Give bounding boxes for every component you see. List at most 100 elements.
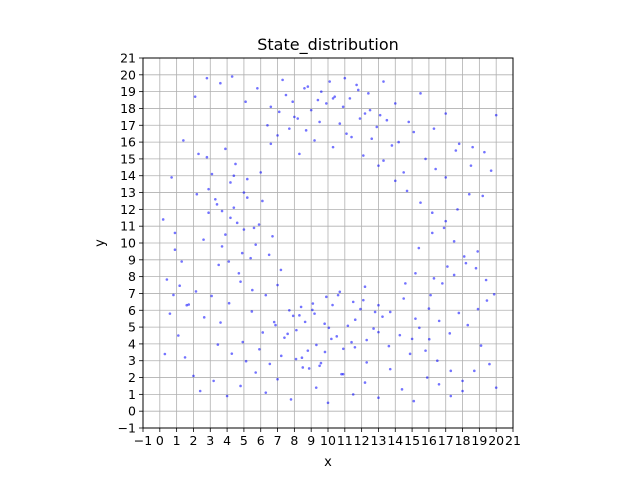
scatter-point [288,308,291,312]
scatter-point [464,261,468,265]
scatter-point [227,301,231,305]
scatter-point [414,271,417,275]
scatter-point [274,323,277,327]
scatter-point [436,359,439,363]
scatter-point [326,401,330,405]
scatter-point [219,321,222,324]
y-tick-label: 16 [120,135,136,150]
scatter-point [424,157,427,161]
scatter-point [276,283,279,287]
scatter-point [362,154,365,157]
scatter-point [227,260,231,263]
scatter-point [256,86,259,90]
x-tick-label: 4 [223,433,231,448]
scatter-point [319,361,323,365]
scatter-point [182,139,185,142]
scatter-point [437,382,441,386]
scatter-point [402,171,405,174]
scatter-point [244,359,248,363]
scatter-point [412,130,416,134]
scatter-point [370,137,374,141]
scatter-point [430,211,434,215]
scatter-point [232,206,236,209]
scatter-point [245,177,249,181]
scatter-point [350,135,353,139]
scatter-point [484,278,488,282]
y-tick-label: 9 [128,252,136,267]
scatter-point [365,361,368,364]
scatter-point [254,243,257,246]
scatter-point [494,113,498,117]
scatter-point [469,164,473,167]
scatter-point [489,169,493,172]
scatter-point [427,307,431,310]
scatter-point [215,203,219,206]
x-tick-label: −1 [134,433,152,448]
scatter-point [229,216,232,220]
scatter-point [252,226,256,230]
scatter-point [178,284,181,288]
scatter-point [291,100,294,104]
y-tick-label: 10 [120,236,136,251]
scatter-point [271,234,274,238]
scatter-point [298,314,301,317]
x-tick-label: 14 [387,433,403,448]
scatter-points [161,75,498,405]
x-tick-label: 12 [354,433,370,448]
scatter-point [346,324,350,328]
y-tick-label: 20 [120,67,136,82]
scatter-point [232,174,236,178]
scatter-point [257,223,261,226]
scatter-point [219,81,222,85]
scatter-point [448,332,452,335]
scatter-point [276,377,279,381]
y-tick-label: 14 [120,168,136,183]
scatter-point [356,88,360,92]
scatter-point [330,337,333,341]
scatter-point [336,293,340,297]
scatter-point [194,290,198,293]
scatter-point [311,308,314,312]
scatter-point [195,192,199,196]
scatter-point [210,172,214,176]
scatter-point [456,208,459,211]
scatter-point [400,388,404,391]
scatter-point [388,310,392,314]
x-tick-label: 17 [438,433,454,448]
scatter-point [298,152,301,156]
scatter-point [234,162,237,166]
scatter-point [442,226,446,230]
y-tick-label: 3 [128,353,136,368]
scatter-point [251,288,254,292]
scatter-point [250,310,254,313]
y-tick-label: 19 [120,84,136,99]
scatter-point [457,142,461,146]
scatter-point [466,323,470,327]
scatter-point [385,118,389,122]
y-tick-label: 0 [128,404,136,419]
x-tick-label: 9 [307,433,315,448]
scatter-point [393,102,397,105]
scatter-point [304,129,308,132]
scatter-point [230,75,234,78]
scatter-point [225,394,229,398]
scatter-point [494,386,498,389]
scatter-point [432,277,436,280]
scatter-point [367,92,370,95]
scatter-point [230,352,234,355]
x-tick-label: 21 [505,433,521,448]
scatter-point [419,92,422,95]
scatter-point [429,293,432,297]
scatter-point [377,164,380,167]
scatter-point [358,117,362,120]
scatter-point [283,336,286,339]
scatter-point [424,349,427,352]
scatter-point [272,320,276,324]
scatter-point [216,343,220,346]
scatter-point [300,356,304,360]
x-tick-label: 7 [274,433,282,448]
scatter-point [180,260,183,263]
